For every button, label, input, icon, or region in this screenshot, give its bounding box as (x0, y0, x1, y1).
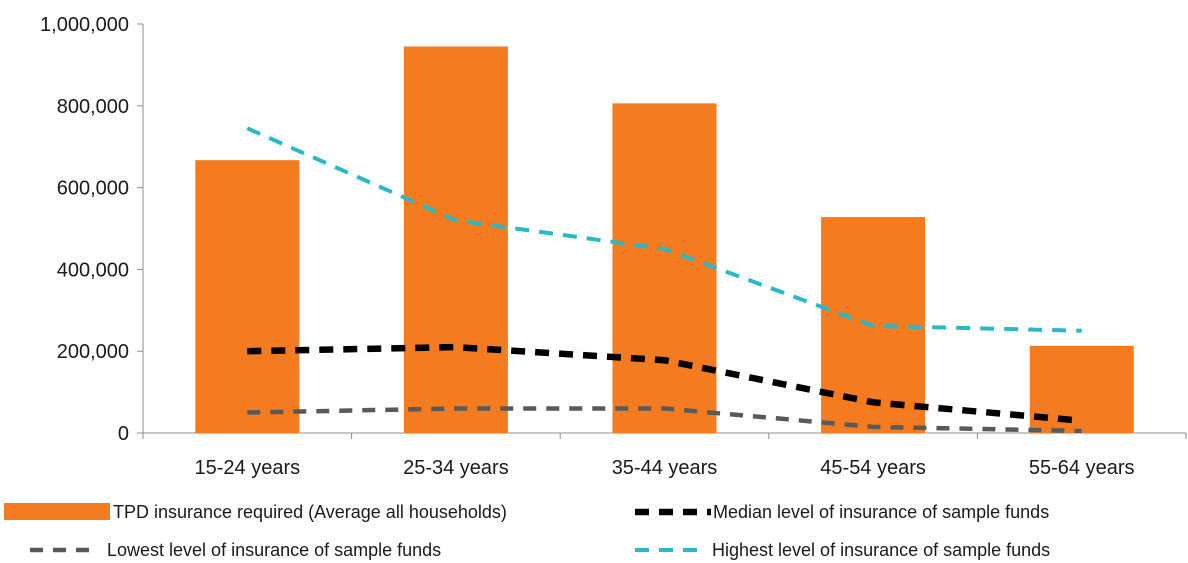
bar (612, 103, 717, 433)
legend-label-bars: TPD insurance required (Average all hous… (113, 502, 507, 522)
legend-label-highest: Highest level of insurance of sample fun… (712, 540, 1050, 560)
legend-label-median: Median level of insurance of sample fund… (713, 502, 1049, 522)
legend-label-lowest: Lowest level of insurance of sample fund… (107, 540, 441, 560)
x-tick-label: 15-24 years (194, 457, 300, 479)
legend: TPD insurance required (Average all hous… (4, 502, 1050, 560)
bar-series (195, 46, 1134, 434)
y-tick-label: 0 (118, 423, 129, 445)
y-tick-label: 800,000 (57, 96, 129, 118)
x-axis: 15-24 years 25-34 years 35-44 years 45-54 y… (142, 432, 1187, 479)
y-tick-label: 600,000 (57, 178, 129, 200)
legend-swatch-bars (4, 503, 110, 520)
x-tick-label: 45-54 years (820, 457, 926, 479)
highest-line (246, 126, 1082, 333)
y-tick-label: 1,000,000 (40, 14, 129, 36)
y-tick-label: 200,000 (57, 341, 129, 363)
bar (403, 46, 508, 434)
median-line (247, 343, 1082, 424)
y-tick-label: 400,000 (57, 259, 129, 281)
y-axis: 0 200,000 400,000 600,000 800,000 1,000,000 (40, 14, 144, 445)
lowest-line (247, 406, 1082, 434)
bar (195, 160, 300, 433)
x-tick-label: 55-64 years (1029, 457, 1135, 479)
x-tick-label: 25-34 years (403, 457, 509, 479)
x-tick-label: 35-44 years (612, 457, 718, 479)
line-series-group (246, 126, 1082, 434)
